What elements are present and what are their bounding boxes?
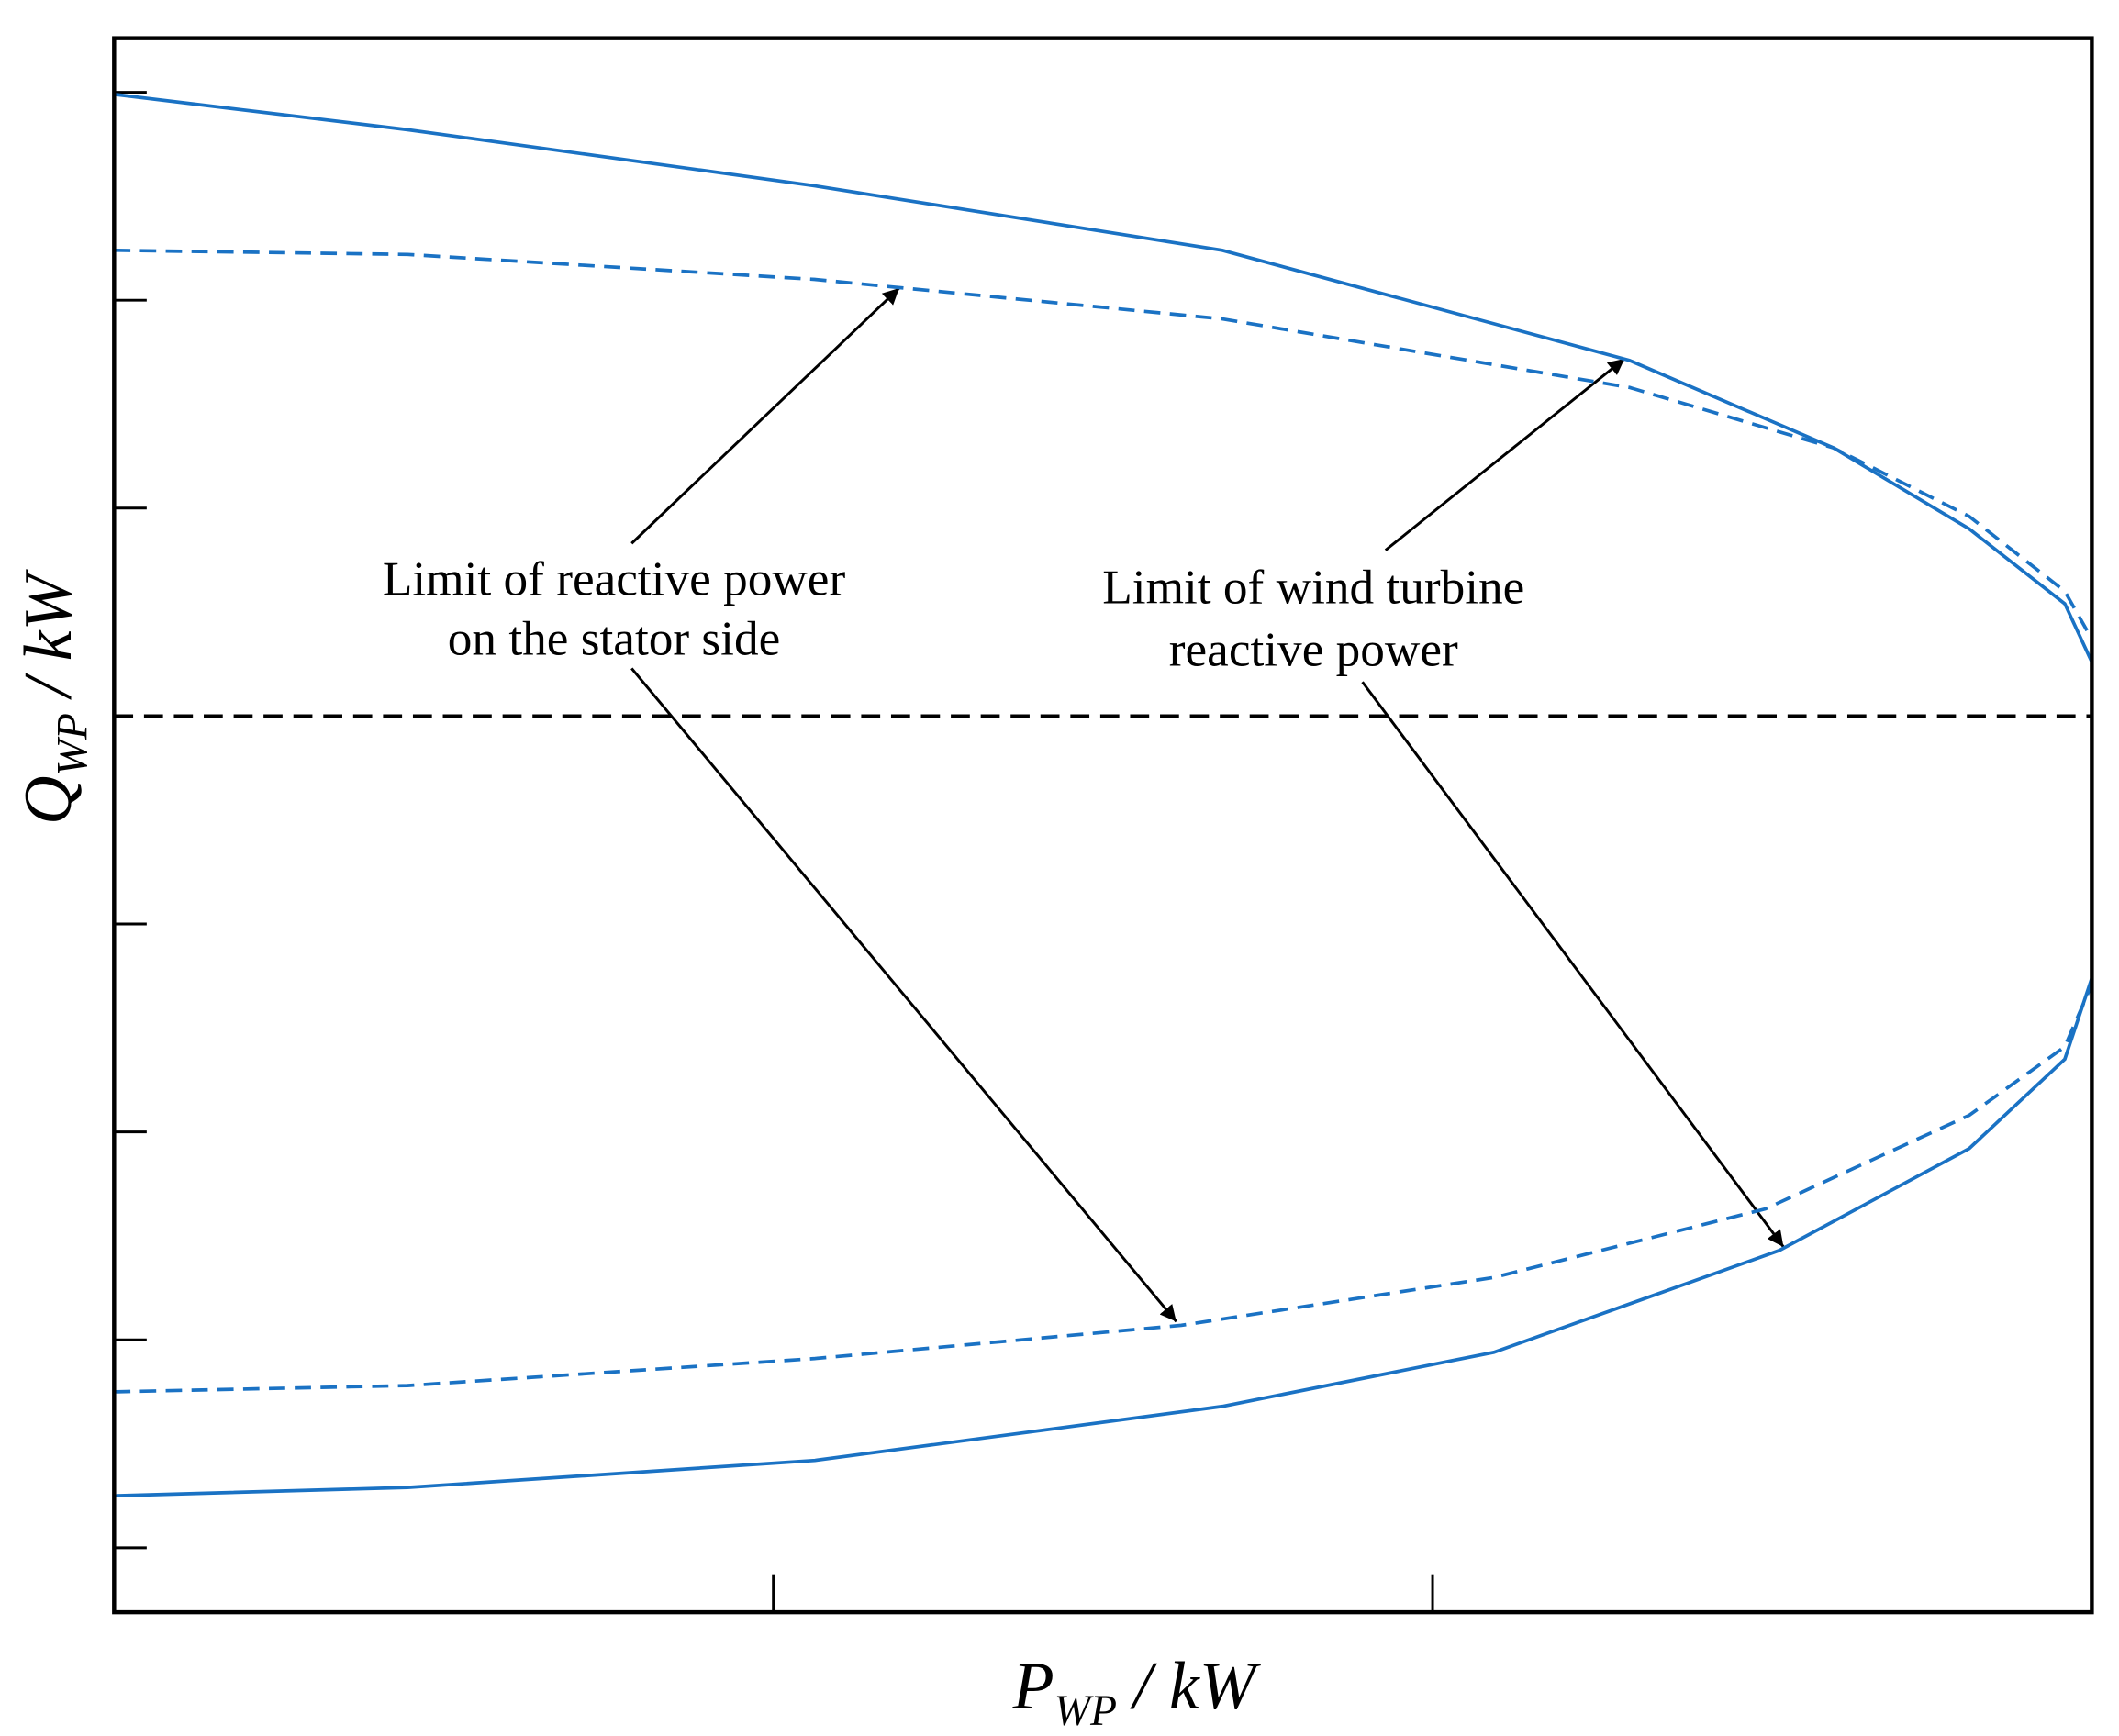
series-line — [114, 92, 2094, 663]
label-subscript: WP — [50, 713, 97, 775]
label-symbol: P — [1011, 1649, 1054, 1724]
annotation: Limit of reactive power — [383, 551, 846, 606]
label-unit: / kW — [1130, 1649, 1262, 1724]
arrows — [630, 286, 1785, 1323]
arrow — [630, 286, 900, 545]
series-line — [114, 977, 2094, 1498]
arrow — [1361, 681, 1785, 1248]
annotation: reactive power — [1169, 622, 1458, 676]
plot-frame — [112, 36, 2094, 1615]
annotation: Limit of wind turbine — [1102, 560, 1524, 614]
label-subscript: WP — [1054, 1687, 1117, 1735]
series-line — [114, 248, 2094, 640]
x-axis-label: PWP / kW — [1011, 1649, 1261, 1735]
label-unit: / kW — [11, 569, 86, 701]
y-axis-label: QWP / kW — [11, 569, 97, 826]
series-line — [114, 983, 2094, 1394]
arrow — [1384, 357, 1626, 551]
annotation: on the stator side — [448, 612, 780, 666]
arrow — [630, 667, 1177, 1323]
label-symbol: Q — [11, 776, 86, 825]
